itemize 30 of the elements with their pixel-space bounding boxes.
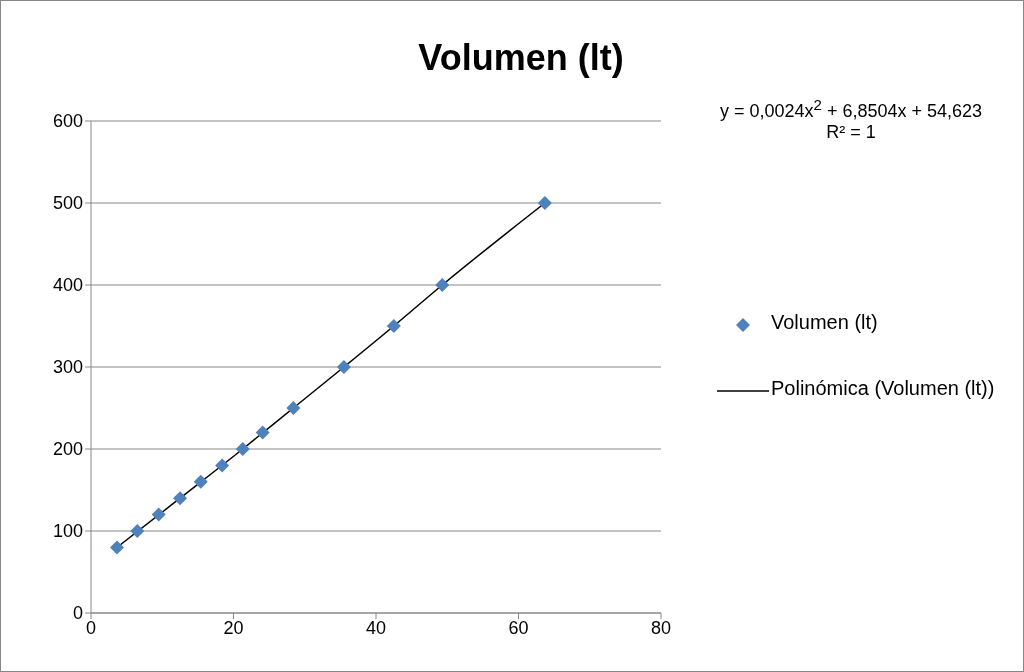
- x-tick-label: 20: [223, 617, 244, 638]
- point: [193, 474, 208, 489]
- y-tick-label: 200: [52, 439, 83, 460]
- point: [235, 442, 250, 456]
- point: [151, 507, 166, 522]
- point: [255, 425, 270, 440]
- y-tick-label: 400: [52, 275, 83, 296]
- point: [286, 401, 301, 415]
- point: [336, 360, 351, 374]
- x-tick-label: 80: [650, 617, 672, 638]
- text: y = 0,0024x$^{2}$ + 6,8504x + 54,623: [719, 96, 983, 121]
- y-tick-label: 100: [52, 521, 83, 542]
- point: [215, 458, 230, 473]
- legend-label: Polinómica (Volumen (lt)): [771, 377, 995, 400]
- x-tick-label: 40: [365, 617, 387, 638]
- point: [435, 278, 450, 292]
- point: [386, 319, 401, 333]
- x-tick-label: 0: [85, 617, 97, 638]
- legend-label: Volumen (lt): [771, 311, 878, 334]
- text: R² = 1: [826, 122, 876, 142]
- point: [537, 196, 552, 210]
- y-tick-label: 600: [52, 111, 83, 132]
- y-tick-label: 0: [72, 603, 83, 624]
- point: [110, 540, 125, 555]
- y-tick-label: 500: [52, 193, 83, 214]
- chart-title: Volumen (lt): [417, 37, 625, 79]
- point: [173, 491, 188, 506]
- y-tick-label: 300: [52, 357, 83, 378]
- point: [130, 524, 145, 538]
- x-tick-label: 60: [508, 617, 529, 638]
